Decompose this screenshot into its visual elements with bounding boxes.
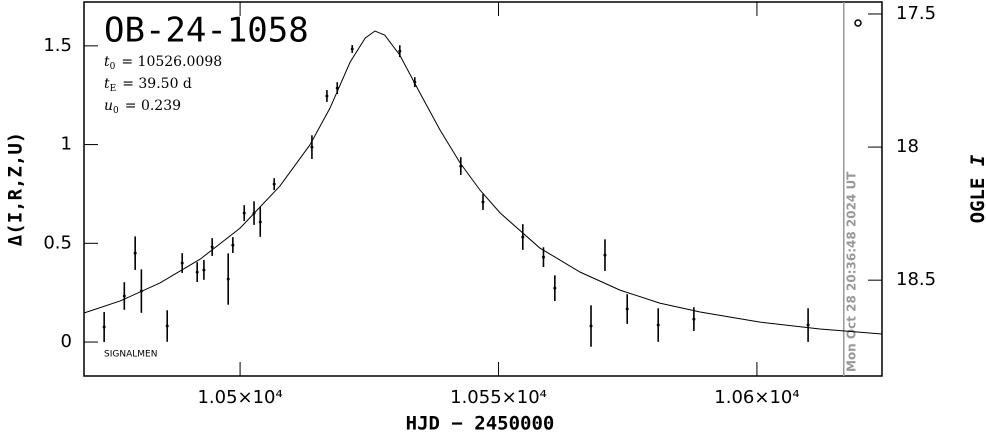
- data-point: [481, 200, 485, 204]
- y-tick-label: 0.5: [43, 232, 72, 253]
- param-symbol: u: [104, 98, 113, 114]
- data-point: [258, 220, 262, 224]
- data-point: [521, 235, 525, 239]
- symbol: [854, 19, 862, 27]
- data-point: [541, 255, 545, 259]
- data-point: [656, 323, 660, 327]
- chart-title: OB-24-1058: [104, 11, 309, 51]
- model-curve: [83, 30, 883, 335]
- parameter: tE = 39.50 d: [104, 76, 192, 94]
- data-point: [165, 324, 169, 328]
- data-point: [603, 253, 607, 257]
- data-point: [692, 317, 696, 321]
- y-tick-label: 1: [61, 134, 72, 155]
- x-tick-label: 1.06×10⁴: [714, 387, 799, 408]
- data-point: [226, 277, 230, 281]
- data-point: [202, 268, 206, 272]
- data-point: [133, 251, 137, 255]
- data-point: [625, 307, 629, 311]
- y2-tick-label: 17.5: [896, 3, 936, 24]
- data-point: [180, 261, 184, 265]
- param-subscript: 0: [113, 106, 119, 116]
- param-value: = 10526.0098: [121, 54, 222, 70]
- data-point: [589, 324, 593, 328]
- y2-tick-label: 18: [896, 136, 919, 157]
- data-point: [325, 94, 329, 98]
- param-subscript: 0: [110, 62, 116, 72]
- note: SIGNALMEN: [104, 350, 157, 360]
- y-axis-label: Δ(I,R,Z,U): [5, 132, 27, 246]
- data-point: [806, 323, 810, 327]
- timestamp: Mon Oct 28 20:36:48 2024 UT: [844, 171, 858, 372]
- y-tick-label: 0: [61, 331, 72, 352]
- param-symbol: t: [104, 54, 110, 70]
- x-axis-label: HJD − 2450000: [406, 413, 555, 434]
- y2-label-text: OGLE: [967, 166, 986, 223]
- y2-tick-label: 18.5: [896, 269, 936, 290]
- y2-axis-label: OGLE I: [967, 154, 986, 223]
- data-point: [310, 145, 314, 149]
- y2-label-italic: I: [967, 154, 986, 166]
- x-tick-label: 1.05×10⁴: [197, 387, 282, 408]
- data-point: [272, 182, 276, 186]
- x-tick-label: 1.055×10⁴: [450, 387, 547, 408]
- data-point: [231, 243, 235, 247]
- data-point: [195, 270, 199, 274]
- data-point: [398, 49, 402, 53]
- data-point: [210, 245, 214, 249]
- data-point: [350, 47, 354, 51]
- parameter: t0 = 10526.0098: [104, 54, 222, 72]
- param-subscript: E: [110, 84, 117, 94]
- param-symbol: t: [104, 76, 110, 92]
- parameter: u0 = 0.239: [104, 98, 181, 116]
- plot-frame: [83, 1, 883, 377]
- data-point: [242, 211, 246, 215]
- data-point: [122, 294, 126, 298]
- param-value: = 0.239: [125, 98, 181, 114]
- data-point: [102, 325, 106, 329]
- y-tick-label: 1.5: [43, 35, 72, 56]
- data-point: [553, 286, 557, 290]
- param-value: = 39.50 d: [122, 76, 192, 92]
